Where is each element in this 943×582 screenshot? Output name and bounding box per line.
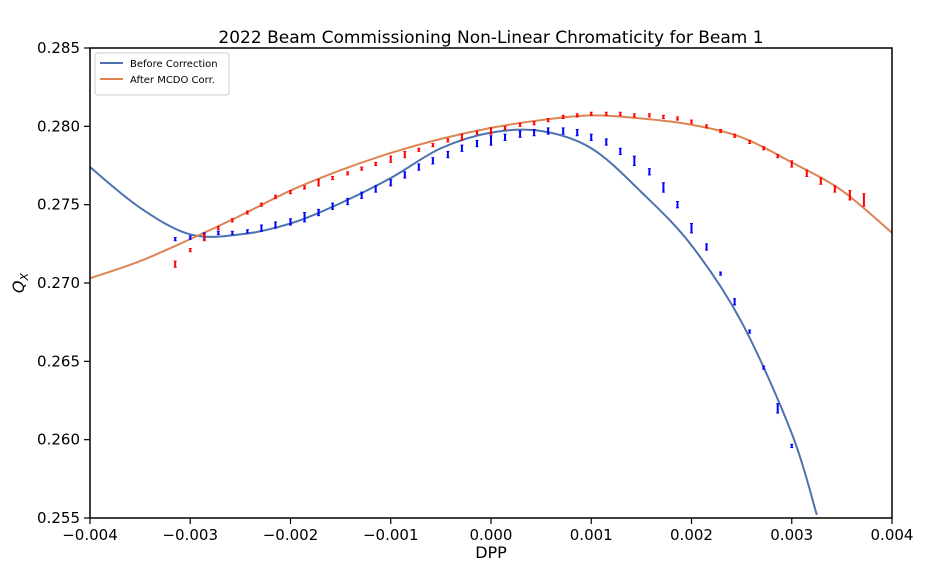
legend-box	[94, 52, 230, 96]
y-tick-label: 0.260	[37, 431, 80, 449]
x-tick-label: 0.002	[670, 526, 713, 544]
y-tick-label: 0.280	[37, 117, 80, 135]
y-tick-label: 0.270	[37, 274, 80, 292]
y-axis: 0.255 0.260 0.265 0.270 0.275 0.280 0.285	[37, 39, 90, 527]
x-tick-label: 0.000	[470, 526, 513, 544]
legend-label: Before Correction	[130, 59, 218, 70]
fit-line-0	[90, 128, 818, 516]
x-axis: −0.004 −0.003 −0.002 −0.001 0.000 0.001 0.002 0…	[62, 518, 913, 544]
y-axis-label-main: Q	[9, 280, 28, 293]
legend-label: After MCDO Corr.	[130, 75, 215, 86]
x-tick-label: −0.004	[62, 526, 118, 544]
y-tick-label: 0.255	[37, 509, 80, 527]
x-axis-label: DPP	[475, 543, 507, 562]
plot-area	[90, 111, 892, 516]
x-tick-label: −0.002	[263, 526, 319, 544]
svg-text:QX: QX	[9, 272, 31, 293]
y-tick-label: 0.275	[37, 196, 80, 214]
x-tick-label: −0.001	[363, 526, 419, 544]
chart-title: 2022 Beam Commissioning Non-Linear Chrom…	[218, 28, 763, 48]
legend: Before Correction After MCDO Corr.	[94, 52, 230, 96]
y-tick-label: 0.265	[37, 352, 80, 370]
x-tick-label: 0.003	[770, 526, 813, 544]
y-axis-label: QX	[9, 272, 31, 293]
x-tick-label: 0.004	[871, 526, 914, 544]
x-tick-label: −0.003	[162, 526, 218, 544]
y-axis-label-sub: X	[18, 272, 31, 281]
y-tick-label: 0.285	[37, 39, 80, 57]
x-tick-label: 0.001	[570, 526, 613, 544]
plot-frame	[89, 47, 893, 519]
